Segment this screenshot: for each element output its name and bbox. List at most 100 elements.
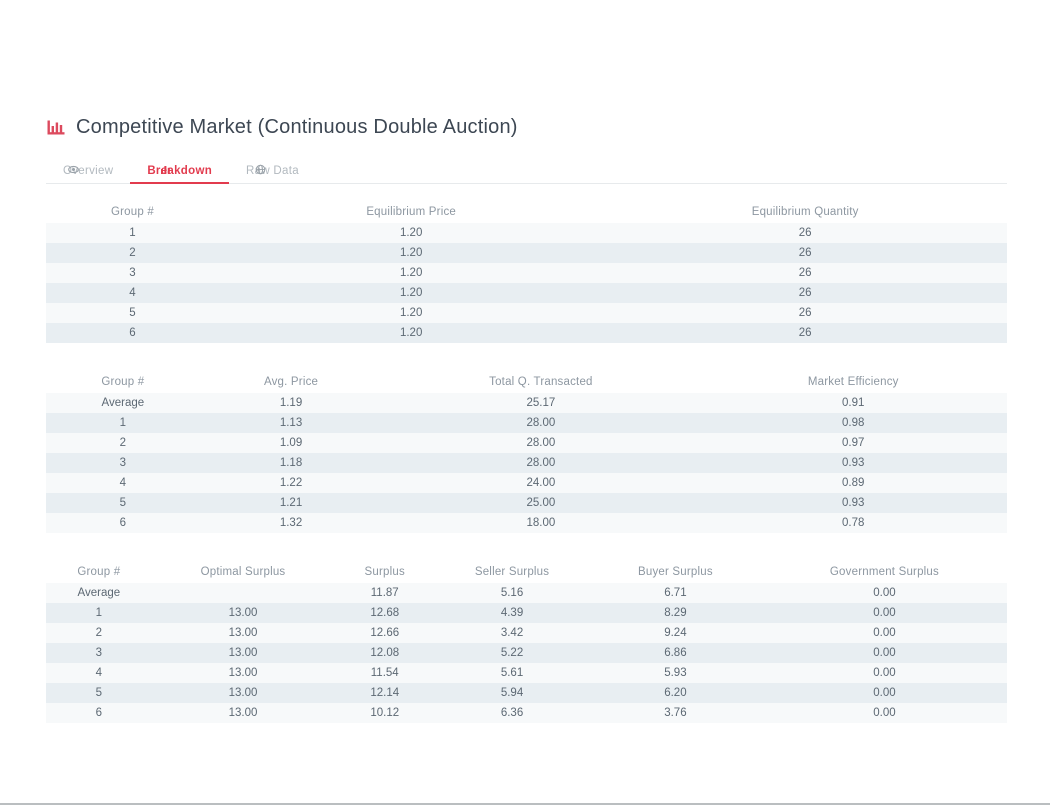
table-cell: 0.00 (873, 707, 896, 719)
table-cell: 5.22 (500, 647, 524, 659)
table-cell: 1 (95, 607, 103, 619)
table-row: 2 13.00 12.66 3.42 9.24 0.00 (46, 623, 1007, 643)
table-row: 3 1.18 28.00 0.93 (46, 453, 1007, 473)
table-cell: 0.91 (842, 397, 865, 409)
column-header: Buyer Surplus (637, 566, 713, 578)
table-cell: 6 (95, 707, 103, 719)
tab-raw-data[interactable]: Raw Data (229, 160, 316, 183)
table-row: Average 1.19 25.17 0.91 (46, 393, 1007, 413)
tab-raw-data-label: Raw Data (246, 165, 299, 177)
table-cell: 0.00 (873, 607, 896, 619)
table-cell: 5.61 (500, 667, 524, 679)
table-cell: 6 (119, 517, 127, 529)
header-row: Group # Equilibrium Price Equilibrium Quan… (46, 201, 1007, 223)
table-row: 6 1.20 26 (46, 323, 1007, 343)
table-cell: 0.78 (842, 517, 865, 529)
table-cell: 13.00 (228, 607, 258, 619)
column-header: Group # (101, 376, 145, 388)
table-cell: 26 (798, 247, 812, 259)
page-content: Competitive Market (Continuous Double Au… (46, 112, 1007, 723)
table-cell: 4 (129, 287, 136, 299)
tab-breakdown[interactable]: Breakdown (130, 160, 230, 184)
table-row: 4 1.20 26 (46, 283, 1007, 303)
table-cell: 28.00 (526, 457, 556, 469)
column-header: Seller Surplus (474, 566, 550, 578)
table-cell: 3.42 (500, 627, 524, 639)
table-cell: 1.20 (399, 307, 423, 319)
market-summary-table: Group # Avg. Price Total Q. Transacted Mark… (46, 371, 1007, 533)
table-cell: 5.94 (500, 687, 524, 699)
table-cell: 8.29 (664, 607, 687, 619)
table-cell: 26 (798, 267, 812, 279)
window-bottom-edge (0, 803, 1050, 805)
column-header: Total Q. Transacted (489, 376, 593, 388)
tab-bar: Overview Breakdown Raw Data (46, 160, 1007, 184)
equilibrium-table: Group # Equilibrium Price Equilibrium Quan… (46, 201, 1007, 343)
column-header: Avg. Price (263, 376, 319, 388)
table-cell: 4.39 (500, 607, 524, 619)
table-cell: 26 (798, 327, 812, 339)
table-cell: 1.13 (279, 417, 303, 429)
table-cell: 0.93 (842, 497, 865, 509)
table-cell: 3 (129, 267, 136, 279)
table-cell: 13.00 (228, 647, 258, 659)
column-header: Government Surplus (829, 566, 939, 578)
table-row: 4 1.22 24.00 0.89 (46, 473, 1007, 493)
table-cell: 0.89 (842, 477, 865, 489)
table-cell: 0.00 (873, 587, 896, 599)
column-header: Optimal Surplus (200, 566, 286, 578)
column-header: Equilibrium Price (366, 206, 456, 218)
table-cell: 3 (119, 457, 127, 469)
table-row: 3 1.20 26 (46, 263, 1007, 283)
table-cell: 6.86 (664, 647, 687, 659)
table-row: 5 13.00 12.14 5.94 6.20 0.00 (46, 683, 1007, 703)
equilibrium-table: Group # Equilibrium Price Equilibrium Quan… (46, 201, 1007, 343)
table-cell: 1.20 (399, 267, 423, 279)
table-row: 2 1.09 28.00 0.97 (46, 433, 1007, 453)
table-cell: Average (101, 397, 145, 409)
table-row: 5 1.20 26 (46, 303, 1007, 323)
table-row: 5 1.21 25.00 0.93 (46, 493, 1007, 513)
tab-breakdown-label: Breakdown (147, 165, 213, 177)
table-cell: 12.08 (370, 647, 400, 659)
table-row: 1 1.20 26 (46, 223, 1007, 243)
table-cell: 2 (119, 437, 127, 449)
table-row: Average 11.87 5.16 6.71 0.00 (46, 583, 1007, 603)
table-cell: Average (77, 587, 121, 599)
table-row: 6 1.32 18.00 0.78 (46, 513, 1007, 533)
table-cell: 1.18 (279, 457, 303, 469)
table-row: 1 13.00 12.68 4.39 8.29 0.00 (46, 603, 1007, 623)
table-cell: 1.20 (399, 227, 423, 239)
column-header: Equilibrium Quantity (751, 206, 859, 218)
tab-overview[interactable]: Overview (46, 160, 130, 183)
table-cell: 11.87 (370, 587, 399, 599)
table-cell: 0.97 (842, 437, 865, 449)
table-cell: 4 (119, 477, 127, 489)
table-cell: 18.00 (526, 517, 556, 529)
table-cell: 1.32 (279, 517, 303, 529)
table-cell: 9.24 (664, 627, 687, 639)
table-cell: 12.14 (370, 687, 400, 699)
table-cell: 0.00 (873, 647, 896, 659)
table-cell: 0.00 (873, 687, 896, 699)
page-header: Competitive Market (Continuous Double Au… (46, 112, 1007, 142)
table-cell: 5.93 (664, 667, 687, 679)
header-row: Group # Avg. Price Total Q. Transacted Mark… (46, 371, 1007, 393)
table-cell: 12.66 (370, 627, 400, 639)
table-cell: 25.17 (526, 397, 556, 409)
header-row: Group # Optimal Surplus Surplus Seller Surp… (46, 561, 1007, 583)
table-cell: 10.12 (370, 707, 400, 719)
table-row: 1 1.13 28.00 0.98 (46, 413, 1007, 433)
table-cell: 4 (95, 667, 103, 679)
table-row: 2 1.20 26 (46, 243, 1007, 263)
column-header: Market Efficiency (807, 376, 899, 388)
table-cell (152, 583, 335, 603)
table-cell: 1.19 (279, 397, 303, 409)
table-cell: 0.93 (842, 457, 865, 469)
column-header: Surplus (364, 566, 405, 578)
tables-section: Group # Equilibrium Price Equilibrium Quan… (46, 201, 1007, 723)
table-cell: 5 (119, 497, 127, 509)
table-cell: 26 (798, 307, 812, 319)
table-cell: 6.20 (664, 687, 687, 699)
surplus-table: Group # Optimal Surplus Surplus Seller Surp… (46, 561, 1007, 723)
